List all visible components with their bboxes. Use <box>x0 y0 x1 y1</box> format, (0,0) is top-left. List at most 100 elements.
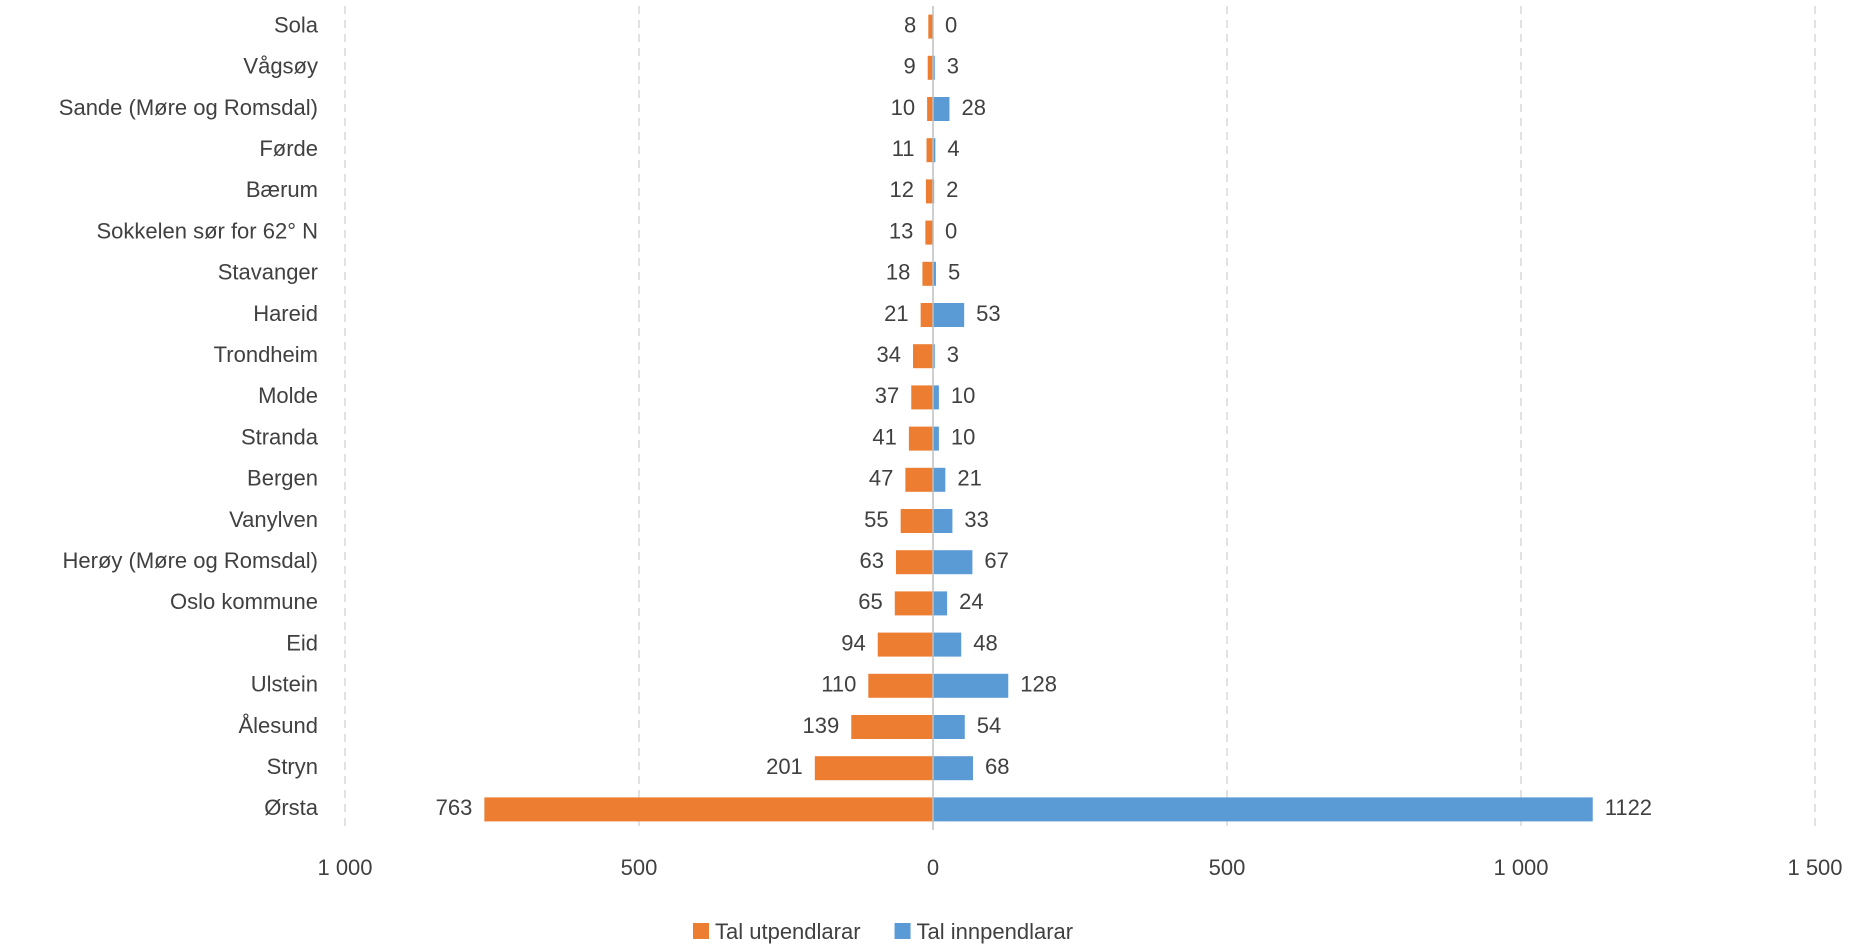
data-label: 2 <box>946 177 958 202</box>
data-label: 10 <box>951 383 975 408</box>
data-label: 21 <box>884 301 908 326</box>
data-label: 13 <box>889 218 913 243</box>
data-label: 63 <box>859 548 883 573</box>
bar <box>933 97 950 121</box>
x-tick-label: 0 <box>927 855 939 880</box>
data-label: 0 <box>945 218 957 243</box>
data-label: 48 <box>973 630 997 655</box>
category-label: Molde <box>258 383 318 408</box>
data-label: 94 <box>841 630 865 655</box>
bar <box>913 344 933 369</box>
bar <box>911 385 933 410</box>
category-label: Vågsøy <box>243 54 318 79</box>
data-label: 8 <box>904 12 916 37</box>
legend-swatch <box>894 923 911 939</box>
category-label: Ørsta <box>264 795 319 820</box>
data-label: 67 <box>984 548 1008 573</box>
bar <box>927 55 933 80</box>
bar <box>933 632 962 657</box>
x-tick-label: 1 000 <box>317 855 372 880</box>
x-tick-label: 500 <box>621 855 658 880</box>
data-label: 54 <box>977 713 1001 738</box>
data-label: 21 <box>957 466 981 491</box>
bar <box>928 14 933 39</box>
bar <box>895 550 933 575</box>
category-label: Ålesund <box>238 713 318 738</box>
data-label: 3 <box>947 342 959 367</box>
data-label: 53 <box>976 301 1000 326</box>
bar <box>925 220 933 245</box>
bar <box>933 591 948 616</box>
bar <box>933 385 939 410</box>
data-label: 763 <box>436 795 473 820</box>
category-label: Vanylven <box>229 507 318 532</box>
x-tick-label: 1 000 <box>1493 855 1548 880</box>
bar <box>925 179 933 204</box>
bar <box>933 344 935 369</box>
bar <box>933 303 965 327</box>
category-label: Sande (Møre og Romsdal) <box>59 95 318 120</box>
category-label: Oslo kommune <box>170 589 318 614</box>
data-label: 3 <box>947 54 959 79</box>
data-label: 24 <box>959 589 983 614</box>
bar <box>868 673 933 698</box>
data-label: 0 <box>945 12 957 37</box>
bar <box>927 97 933 121</box>
data-label: 18 <box>886 260 910 285</box>
bar <box>900 509 933 533</box>
bar <box>894 591 933 616</box>
bar <box>926 138 933 163</box>
data-label: 68 <box>985 754 1009 779</box>
data-label: 12 <box>889 177 913 202</box>
category-label: Bergen <box>247 466 318 491</box>
category-label: Eid <box>286 630 318 655</box>
data-label: 33 <box>964 507 988 532</box>
bar <box>933 467 946 492</box>
bar <box>933 426 939 451</box>
bar <box>933 715 965 739</box>
data-label: 37 <box>875 383 899 408</box>
category-label: Trondheim <box>214 342 318 367</box>
bar <box>933 797 1593 822</box>
bar <box>905 467 933 492</box>
data-label: 9 <box>903 54 915 79</box>
bar <box>908 426 933 451</box>
legend-swatch <box>693 923 709 939</box>
x-tick-label: 1 500 <box>1787 855 1842 880</box>
data-label: 128 <box>1020 672 1057 697</box>
category-label: Sola <box>274 12 319 37</box>
bar <box>851 715 933 739</box>
category-label: Sokkelen sør for 62° N <box>96 218 318 243</box>
bar <box>933 550 973 575</box>
data-label: 10 <box>951 424 975 449</box>
category-label: Bærum <box>246 177 318 202</box>
data-label: 47 <box>869 466 893 491</box>
data-label: 65 <box>858 589 882 614</box>
legend-label: Tal utpendlarar <box>715 919 861 944</box>
bar <box>877 632 933 657</box>
category-label: Ulstein <box>251 672 318 697</box>
bar <box>933 138 936 163</box>
data-label: 10 <box>891 95 915 120</box>
category-label: Herøy (Møre og Romsdal) <box>63 548 318 573</box>
data-label: 55 <box>864 507 888 532</box>
bar <box>933 756 973 781</box>
data-label: 41 <box>872 424 896 449</box>
data-label: 28 <box>961 95 985 120</box>
data-label: 5 <box>948 260 960 285</box>
bar <box>814 756 933 781</box>
category-label: Stranda <box>241 424 319 449</box>
bar <box>933 55 935 80</box>
legend-label: Tal innpendlarar <box>917 919 1074 944</box>
data-label: 11 <box>892 136 915 161</box>
category-label: Førde <box>259 136 318 161</box>
category-label: Stavanger <box>218 260 318 285</box>
data-label: 34 <box>877 342 901 367</box>
bar <box>933 673 1009 698</box>
bar <box>484 797 933 822</box>
x-tick-label: 500 <box>1209 855 1246 880</box>
data-label: 139 <box>803 713 840 738</box>
category-label: Stryn <box>267 754 318 779</box>
data-label: 201 <box>766 754 803 779</box>
